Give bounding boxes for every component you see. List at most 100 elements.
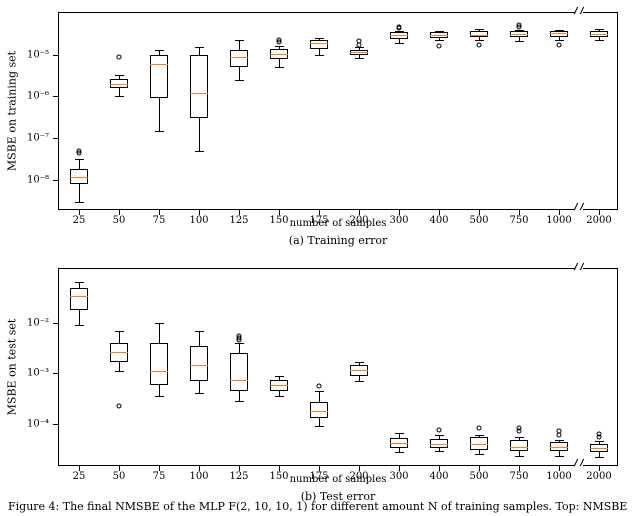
box (230, 353, 248, 390)
x-tick-label: 25 (73, 465, 86, 482)
axis-break-icon (575, 10, 583, 16)
median-line (270, 385, 288, 386)
box (190, 55, 208, 119)
median-line (270, 54, 288, 55)
x-tick-label: 50 (113, 465, 126, 482)
box (70, 288, 88, 310)
whisker (199, 118, 200, 150)
outlier-marker (317, 384, 322, 389)
whisker (159, 385, 160, 397)
outlier-marker (557, 428, 562, 433)
outlier-marker (597, 431, 602, 436)
outlier-marker (277, 37, 282, 42)
whisker-cap (195, 393, 204, 394)
whisker (239, 391, 240, 401)
median-line (310, 411, 328, 412)
x-tick-label: 75 (153, 209, 166, 226)
whisker-cap (435, 451, 444, 452)
median-line (310, 43, 328, 44)
whisker-cap (475, 454, 484, 455)
outlier-marker (477, 43, 482, 48)
whisker-cap (595, 457, 604, 458)
whisker-cap (75, 202, 84, 203)
x-tick-label: 125 (229, 465, 248, 482)
median-line (430, 444, 448, 445)
whisker-cap (195, 151, 204, 152)
outlier-marker (117, 54, 122, 59)
x-tick-label: 2000 (586, 209, 611, 226)
whisker-cap (435, 435, 444, 436)
x-axis-label: number of samples (290, 218, 387, 229)
x-tick-label: 300 (389, 209, 408, 226)
box (150, 55, 168, 99)
whisker (239, 67, 240, 80)
x-tick-label: 750 (509, 209, 528, 226)
whisker (239, 343, 240, 353)
whisker-cap (355, 58, 364, 59)
x-tick-label: 50 (113, 209, 126, 226)
x-tick-label: 100 (189, 209, 208, 226)
figure-container: 10⁻⁸10⁻⁷10⁻⁶10⁻⁵255075100125150175200300… (0, 0, 640, 516)
whisker-cap (475, 435, 484, 436)
x-tick-label: 100 (189, 465, 208, 482)
whisker-cap (195, 47, 204, 48)
x-tick-label: 1000 (546, 209, 571, 226)
x-axis-label: number of samples (290, 474, 387, 485)
whisker-cap (315, 391, 324, 392)
x-tick-label: 75 (153, 465, 166, 482)
figure-caption: Figure 4: The final NMSBE of the MLP F(2… (8, 500, 632, 513)
whisker-cap (395, 433, 404, 434)
median-line (430, 35, 448, 36)
median-line (550, 33, 568, 34)
outlier-marker (397, 24, 402, 29)
axis-break-icon (575, 206, 583, 212)
x-tick-label: 400 (429, 465, 448, 482)
whisker-cap (275, 376, 284, 377)
median-line (470, 444, 488, 445)
y-tick-label: 10⁻³ (27, 368, 59, 379)
median-line (230, 380, 248, 381)
median-line (390, 35, 408, 36)
x-tick-label: 300 (389, 465, 408, 482)
box (230, 50, 248, 67)
whisker-cap (155, 131, 164, 132)
median-line (550, 447, 568, 448)
y-tick-label: 10⁻⁷ (27, 133, 59, 144)
whisker-cap (555, 440, 564, 441)
whisker-cap (155, 323, 164, 324)
median-line (70, 296, 88, 297)
outlier-marker (557, 43, 562, 48)
panel-train: 10⁻⁸10⁻⁷10⁻⁶10⁻⁵255075100125150175200300… (58, 12, 618, 210)
whisker-cap (315, 55, 324, 56)
whisker (319, 391, 320, 402)
whisker (159, 323, 160, 343)
whisker-cap (195, 331, 204, 332)
y-axis-label-train: MSBE on training set (6, 51, 19, 171)
median-line (390, 443, 408, 444)
axis-break-icon (575, 266, 583, 272)
y-axis-label-test: MSBE on test set (6, 319, 19, 416)
median-line (350, 370, 368, 371)
y-tick-label: 10⁻⁸ (27, 174, 59, 185)
whisker (119, 331, 120, 343)
median-line (590, 448, 608, 449)
x-tick-label: 500 (469, 465, 488, 482)
x-tick-label: 25 (73, 209, 86, 226)
whisker (239, 40, 240, 50)
whisker-cap (275, 46, 284, 47)
plot-area-test: 10⁻⁴10⁻³10⁻²2550751001251501752003004005… (58, 268, 618, 466)
x-tick-label: 400 (429, 209, 448, 226)
box (310, 40, 328, 49)
median-line (590, 34, 608, 35)
whisker-cap (155, 50, 164, 51)
x-tick-label: 150 (269, 209, 288, 226)
whisker-cap (235, 80, 244, 81)
whisker-cap (435, 40, 444, 41)
y-tick-label: 10⁻² (27, 318, 59, 329)
whisker-cap (275, 67, 284, 68)
median-line (350, 52, 368, 53)
whisker-cap (515, 456, 524, 457)
whisker-cap (75, 325, 84, 326)
axis-break-icon (575, 462, 583, 468)
y-tick-label: 10⁻⁵ (27, 49, 59, 60)
